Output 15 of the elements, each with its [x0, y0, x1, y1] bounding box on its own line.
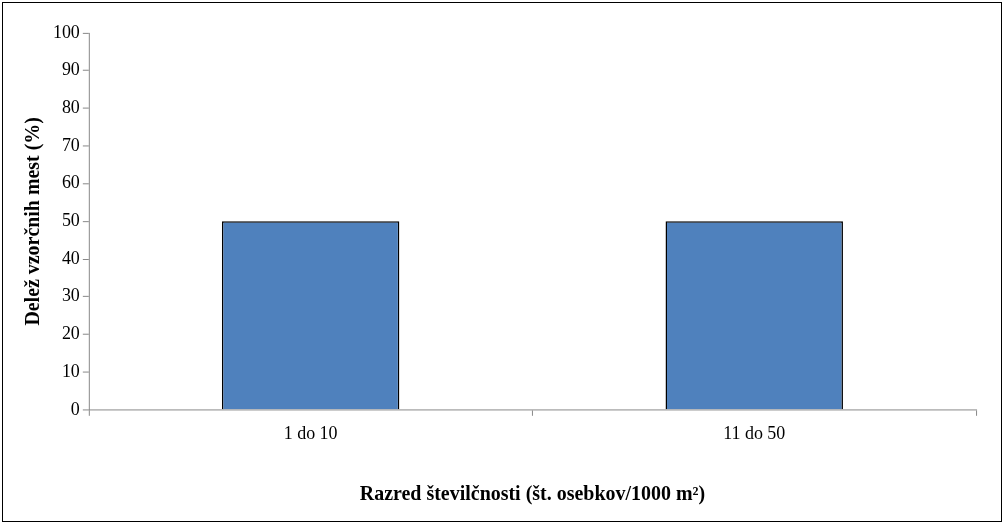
x-axis-title: Razred številčnosti (št. osebkov/1000 m²): [359, 482, 706, 506]
y-tick-label: 80: [61, 97, 80, 117]
y-tick-label: 70: [61, 134, 80, 155]
y-tick-label: 0: [70, 398, 80, 419]
x-tick-label: 11 do 50: [723, 423, 786, 444]
y-tick-label: 50: [61, 210, 80, 231]
y-tick-label: 40: [61, 247, 80, 268]
y-tick-label: 90: [61, 59, 80, 80]
y-tick-label: 30: [61, 285, 80, 306]
y-tick-label: 10: [61, 360, 80, 381]
y-tick-label: 20: [61, 323, 80, 344]
y-tick-label: 100: [52, 21, 80, 42]
x-tick-label: 1 do 10: [283, 423, 338, 444]
y-axis-title: Delež vzorčnih mest (%): [21, 117, 45, 326]
y-tick-label: 60: [61, 172, 80, 193]
